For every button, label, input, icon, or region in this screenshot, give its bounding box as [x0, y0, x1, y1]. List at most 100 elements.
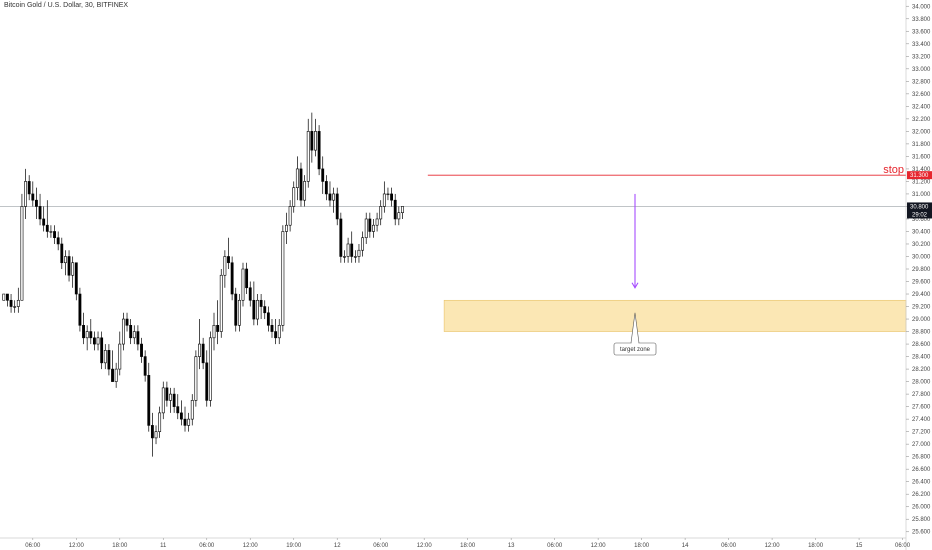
candle	[277, 319, 281, 345]
x-tick-label: 18:00	[634, 543, 650, 549]
candle	[393, 193, 397, 226]
candle	[187, 412, 191, 432]
candle-body	[103, 350, 107, 364]
candle	[328, 181, 332, 207]
candle	[295, 156, 299, 201]
candle-body	[132, 331, 136, 339]
candle	[161, 381, 165, 420]
candle-body	[350, 243, 354, 257]
candle	[310, 112, 314, 163]
candle	[314, 118, 317, 157]
candle	[274, 319, 278, 345]
candle	[306, 118, 310, 188]
x-tick-label: 11	[160, 543, 167, 549]
candle	[212, 312, 216, 351]
candle	[248, 281, 252, 307]
y-tick-label: 27.000	[912, 442, 931, 448]
candle-body	[401, 206, 404, 213]
candle-body	[256, 299, 259, 320]
candle	[353, 250, 357, 263]
candle	[150, 412, 154, 457]
y-tick-label: 25.600	[912, 530, 931, 536]
candle	[136, 325, 140, 351]
candle-body	[328, 193, 332, 201]
candle	[71, 256, 75, 288]
x-tick-label: 18:00	[112, 543, 128, 549]
candle	[42, 206, 46, 232]
candle-body	[386, 193, 390, 196]
candle	[89, 319, 93, 345]
candle	[198, 319, 201, 370]
candle	[13, 300, 17, 313]
candle	[82, 312, 85, 345]
candle	[132, 325, 136, 345]
candle	[179, 400, 183, 426]
y-tick-label: 28.800	[912, 330, 931, 336]
candle-body	[9, 299, 13, 307]
candle-body	[67, 256, 71, 276]
candle-body	[198, 343, 201, 357]
candle	[78, 287, 82, 332]
y-tick-label: 26.000	[912, 505, 931, 511]
x-tick-label: 12:00	[591, 543, 607, 549]
candle	[252, 281, 256, 326]
y-tick-label: 31.000	[912, 192, 931, 198]
y-axis[interactable]: 34.000 33.800 33.600 33.400 33.200 33.000 32.8…	[905, 0, 931, 550]
candle-body	[147, 375, 151, 426]
candle	[216, 300, 220, 345]
candle-body	[285, 224, 288, 232]
candle-body	[125, 318, 129, 326]
candle	[401, 206, 404, 219]
target-zone-layer	[443, 299, 907, 332]
y-tick-label: 29.600	[912, 280, 931, 286]
y-tick-label: 27.400	[912, 417, 931, 423]
candle	[339, 212, 343, 263]
x-tick-label: 15	[856, 543, 863, 549]
candle-body	[92, 337, 96, 345]
y-tick-label: 29.800	[912, 267, 931, 273]
candle-body	[74, 262, 78, 295]
x-tick-label: 18:00	[460, 543, 476, 549]
y-tick-label: 33.800	[912, 17, 931, 23]
candle	[321, 156, 325, 194]
x-tick-label: 12:00	[243, 543, 259, 549]
candle-body	[310, 131, 314, 151]
y-tick-label: 29.000	[912, 317, 931, 323]
candle-body	[288, 206, 292, 226]
x-axis[interactable]: 06:00 12:00 18:00 11 06:00 12:00 19:00 12 06:00 1…	[0, 537, 911, 549]
y-tick-label: 28.000	[912, 380, 931, 386]
candle-body	[161, 387, 165, 414]
candle-body	[118, 343, 122, 370]
candle	[158, 406, 162, 438]
y-tick-label: 27.800	[912, 392, 931, 398]
stop-line-layer: stop	[427, 164, 906, 176]
candle-body	[237, 299, 241, 326]
candle	[241, 262, 245, 307]
candle	[375, 212, 379, 232]
candle	[324, 175, 328, 201]
candle	[165, 381, 169, 407]
candle	[2, 293, 6, 301]
target-zone-box	[443, 299, 907, 332]
candle	[350, 231, 354, 263]
stop-price-tag-label: 31.300	[910, 173, 929, 179]
candle	[292, 181, 296, 213]
candle-body	[194, 356, 198, 401]
candle	[6, 293, 9, 307]
candle-body	[71, 262, 75, 276]
candle-body	[31, 193, 35, 201]
x-tick-label: 12:00	[69, 543, 85, 549]
candle	[266, 306, 270, 332]
candle-body	[179, 412, 183, 420]
y-tick-label: 31.600	[912, 154, 931, 160]
candle	[114, 362, 118, 388]
candle	[259, 294, 263, 320]
candle	[103, 344, 107, 370]
candle-body	[234, 293, 238, 326]
candle	[256, 294, 259, 326]
candle-body	[56, 237, 60, 245]
candle	[299, 162, 303, 207]
candle-body	[208, 337, 212, 401]
candle-body	[129, 325, 133, 339]
